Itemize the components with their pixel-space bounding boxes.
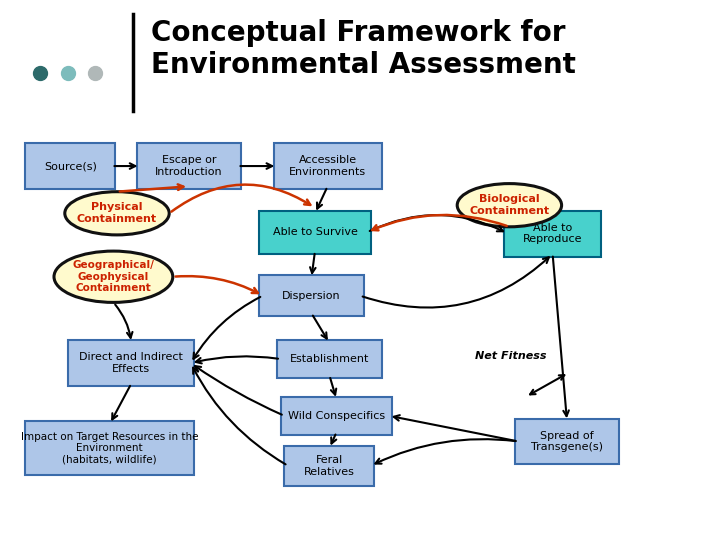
FancyBboxPatch shape xyxy=(68,340,194,386)
Text: Geographical/
Geophysical
Containment: Geographical/ Geophysical Containment xyxy=(73,260,154,293)
Text: Able to
Reproduce: Able to Reproduce xyxy=(523,222,582,244)
Ellipse shape xyxy=(65,192,169,235)
Text: Dispersion: Dispersion xyxy=(282,291,341,301)
Ellipse shape xyxy=(54,251,173,302)
Text: Conceptual Framework for: Conceptual Framework for xyxy=(151,19,566,47)
Text: Direct and Indirect
Effects: Direct and Indirect Effects xyxy=(79,353,184,374)
FancyBboxPatch shape xyxy=(515,418,619,464)
FancyBboxPatch shape xyxy=(137,143,241,189)
FancyBboxPatch shape xyxy=(281,397,392,435)
Ellipse shape xyxy=(457,184,562,227)
FancyBboxPatch shape xyxy=(274,143,382,189)
Text: Net Fitness: Net Fitness xyxy=(475,352,546,361)
FancyBboxPatch shape xyxy=(259,211,371,254)
Text: Impact on Target Resources in the
Environment
(habitats, wildlife): Impact on Target Resources in the Enviro… xyxy=(21,431,199,465)
FancyBboxPatch shape xyxy=(259,275,364,316)
Text: Physical
Containment: Physical Containment xyxy=(77,202,157,224)
Text: Source(s): Source(s) xyxy=(44,161,96,171)
Text: Escape or
Introduction: Escape or Introduction xyxy=(156,156,222,177)
Text: Biological
Containment: Biological Containment xyxy=(469,194,549,216)
Text: Wild Conspecifics: Wild Conspecifics xyxy=(288,411,385,421)
FancyBboxPatch shape xyxy=(25,421,194,475)
FancyBboxPatch shape xyxy=(25,143,115,189)
Text: Accessible
Environments: Accessible Environments xyxy=(289,156,366,177)
Text: Spread of
Transgene(s): Spread of Transgene(s) xyxy=(531,431,603,453)
Text: Feral
Relatives: Feral Relatives xyxy=(304,455,355,476)
FancyBboxPatch shape xyxy=(284,446,374,486)
FancyBboxPatch shape xyxy=(504,211,601,256)
Text: Able to Survive: Able to Survive xyxy=(273,227,357,237)
Text: Establishment: Establishment xyxy=(289,354,369,364)
Text: Environmental Assessment: Environmental Assessment xyxy=(151,51,576,79)
FancyBboxPatch shape xyxy=(277,340,382,378)
